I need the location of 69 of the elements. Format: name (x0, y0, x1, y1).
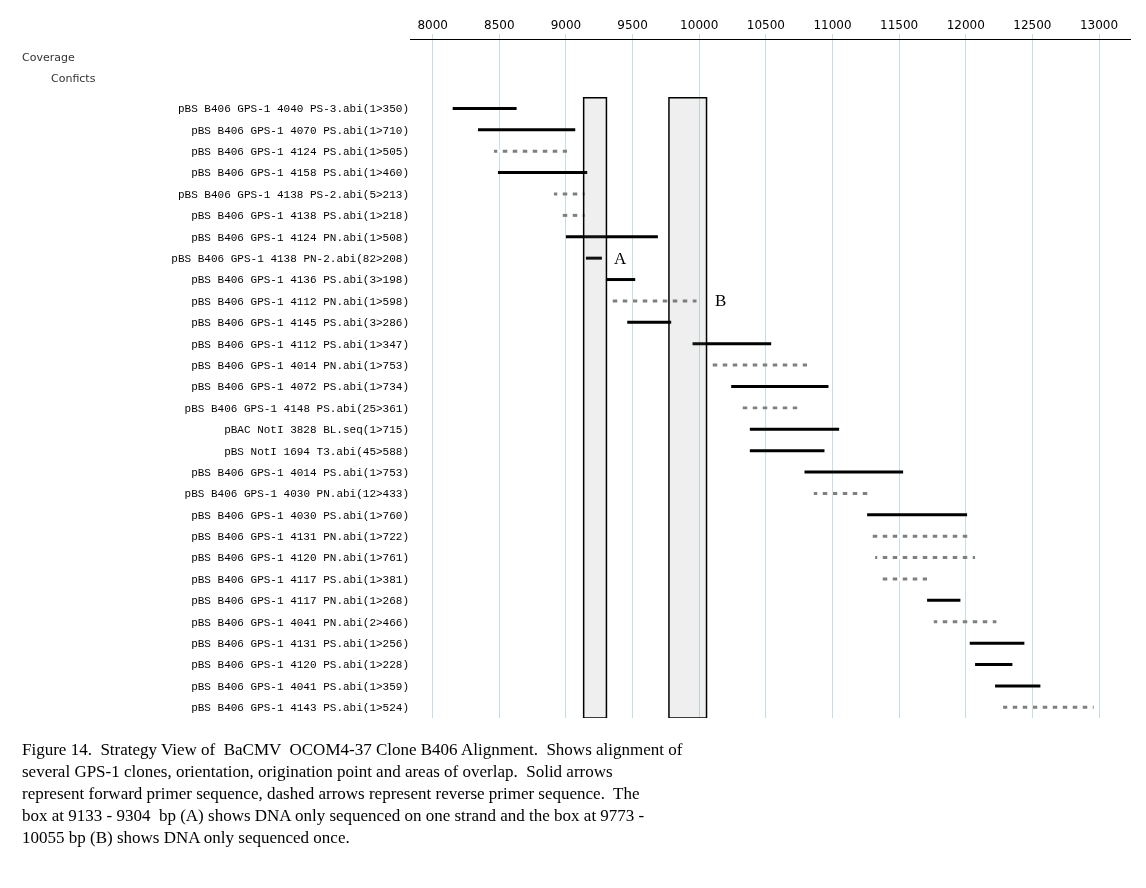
y-tick-label: pBS B406 GPS-1 4124 PN.abi(1>508) (191, 231, 409, 244)
caption: Figure 14. Strategy View of BaCMV OCOM4-37 Clone B406 Alignment. Shows alignment of several GPS-1 clones, orientation, origination point and areas of overlap. Solid arrows represent forward primer sequence, dashed arrows represent reverse primer sequence. The box at 9133 - 9304 bp (A) shows DNA only sequenced on one strand and the box at 9773 - 10055 bp (B) shows DNA only sequenced once. (22, 740, 683, 848)
bar (1003, 705, 1094, 709)
y-tick-label: pBS B406 GPS-1 4112 PS.abi(1>347) (191, 338, 409, 351)
x-tick-label: 11500 (880, 18, 919, 33)
y-tick-label: pBS B406 GPS-1 4148 PS.abi(25>361) (184, 402, 409, 415)
bar (585, 256, 602, 260)
y-tick-label: pBS B406 GPS-1 4131 PN.abi(1>722) (191, 531, 409, 544)
bar (867, 513, 968, 517)
y-tick-label: pBS B406 GPS-1 4131 PS.abi(1>256) (191, 637, 409, 650)
bar (927, 598, 961, 602)
x-tick-label: 13000 (1079, 18, 1119, 33)
bar (559, 213, 585, 217)
bar (741, 406, 798, 410)
y-tick-label: pBS B406 GPS-1 4041 PN.abi(2>466) (191, 616, 409, 629)
bar (933, 620, 997, 624)
x-tick-label: 10500 (746, 18, 785, 33)
bar (975, 663, 1013, 667)
text: Conficts (51, 72, 96, 85)
y-tick-label: pBS B406 GPS-1 4145 PS.abi(3>286) (191, 317, 409, 330)
y-tick-label: pBS NotI 1694 T3.abi(45>588) (224, 445, 409, 458)
bar (477, 128, 576, 132)
bar (749, 427, 840, 431)
y-tick-label: pBAC NotI 3828 BL.seq(1>715) (224, 424, 409, 437)
y-tick-label: pBS B406 GPS-1 4014 PN.abi(1>753) (191, 359, 409, 372)
bar (995, 684, 1041, 688)
band-label: A (614, 249, 627, 268)
bar (875, 556, 976, 560)
y-tick-label: pBS B406 GPS-1 4072 PS.abi(1>734) (191, 381, 409, 394)
y-tick-label: pBS B406 GPS-1 4117 PN.abi(1>268) (191, 595, 409, 608)
bar (969, 641, 1025, 645)
y-tick-label: pBS B406 GPS-1 4030 PN.abi(12>433) (184, 488, 409, 501)
y-tick-label: pBS B406 GPS-1 4070 PS.abi(1>710) (191, 124, 409, 137)
bar (804, 470, 904, 474)
y-tick-label: pBS B406 GPS-1 4124 PS.abi(1>505) (191, 146, 409, 159)
y-tick-label: pBS B406 GPS-1 4120 PS.abi(1>228) (191, 659, 409, 672)
y-tick-label: pBS B406 GPS-1 4117 PS.abi(1>381) (191, 573, 409, 586)
y-tick-label: pBS B406 GPS-1 4136 PS.abi(3>198) (191, 274, 409, 287)
bar (493, 149, 568, 153)
x-tick-label: 9000 (550, 18, 582, 33)
bar (497, 171, 588, 175)
y-tick-label: pBS B406 GPS-1 4158 PS.abi(1>460) (191, 167, 409, 180)
y-tick-label: pBS B406 GPS-1 4112 PN.abi(1>598) (191, 295, 409, 308)
bar (692, 342, 772, 346)
y-tick-label: pBS B406 GPS-1 4014 PS.abi(1>753) (191, 466, 409, 479)
bar (731, 384, 829, 388)
y-tick-label: pBS B406 GPS-1 4143 PS.abi(1>524) (191, 702, 409, 715)
y-tick-label: pBS B406 GPS-1 4041 PS.abi(1>359) (191, 680, 409, 693)
band-label: B (715, 291, 727, 310)
x-tick-label: 8000 (417, 18, 448, 33)
y-tick-label: pBS B406 GPS-1 4040 PS-3.abi(1>350) (177, 103, 409, 116)
bar (452, 106, 517, 110)
x-tick-label: 9500 (617, 18, 648, 33)
y-tick-label: pBS B406 GPS-1 4030 PS.abi(1>760) (191, 509, 409, 522)
bar (605, 278, 636, 282)
bar (879, 577, 928, 581)
x-tick-label: 8500 (484, 18, 515, 33)
x-tick-label: 12000 (946, 18, 985, 33)
y-tick-label: pBS B406 GPS-1 4138 PS.abi(1>218) (191, 210, 409, 223)
bar (627, 320, 672, 324)
bar (749, 449, 825, 453)
text: Coverage (22, 51, 75, 64)
y-tick-label: pBS B406 GPS-1 4120 PN.abi(1>761) (191, 552, 409, 565)
bar (565, 235, 658, 239)
y-tick-label: pBS B406 GPS-1 4138 PS-2.abi(5>213) (177, 188, 409, 201)
x-tick-label: 10000 (680, 18, 719, 33)
y-tick-label: pBS B406 GPS-1 4138 PN-2.abi(82>208) (171, 253, 409, 266)
x-tick-label: 11000 (813, 18, 852, 33)
x-tick-label: 12500 (1013, 18, 1052, 33)
